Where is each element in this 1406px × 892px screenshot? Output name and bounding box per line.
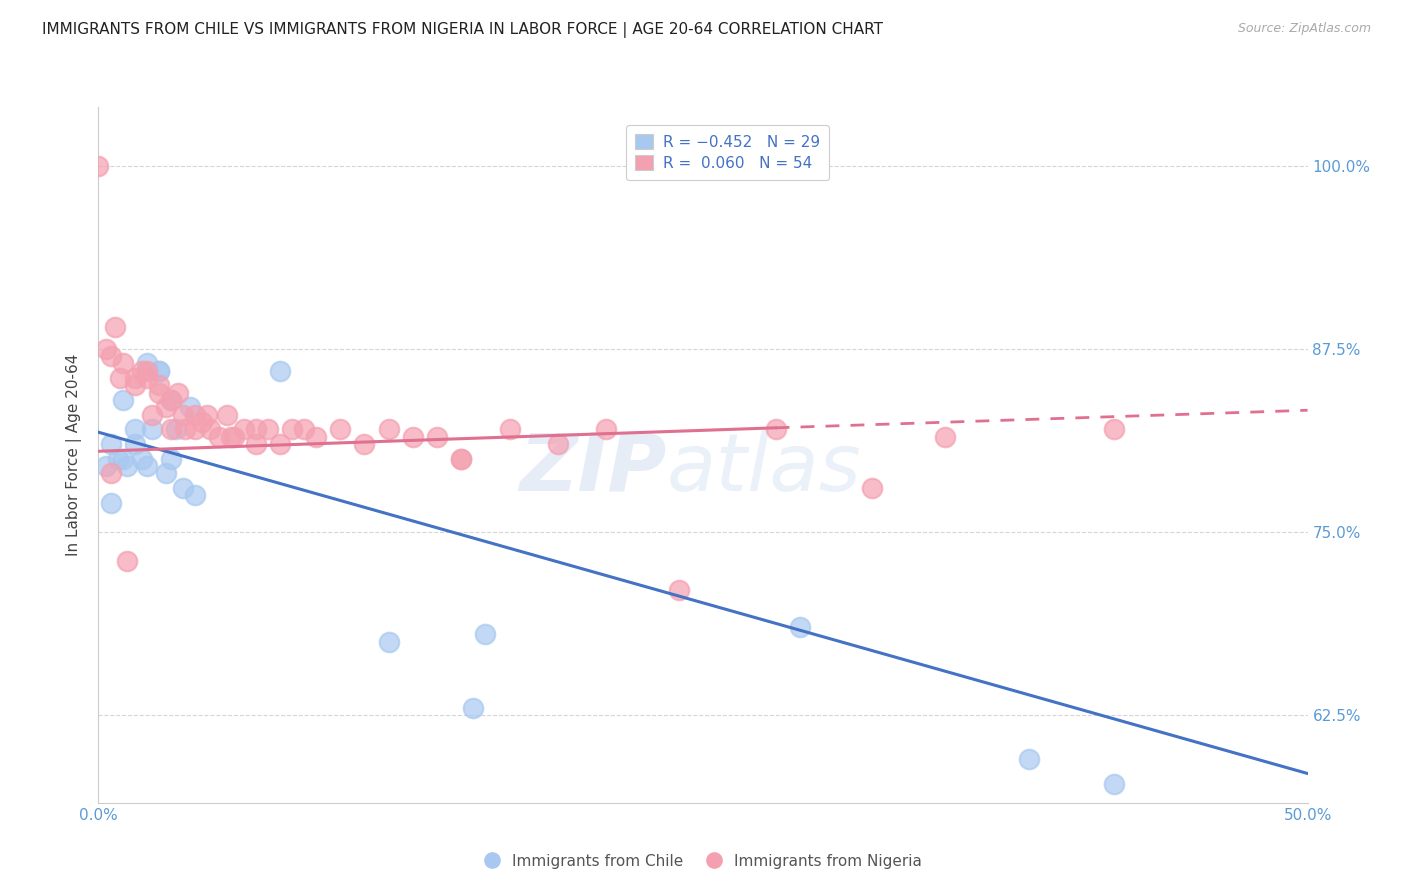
Text: ZIP: ZIP <box>519 430 666 508</box>
Point <box>765 422 787 436</box>
Point <box>100 437 122 451</box>
Point <box>172 408 194 422</box>
Point <box>547 437 569 451</box>
Text: Source: ZipAtlas.com: Source: ZipAtlas.com <box>1237 22 1371 36</box>
Point <box>595 422 617 436</box>
Point <box>184 488 207 502</box>
Point <box>172 481 194 495</box>
Point <box>474 627 496 641</box>
Point <box>377 422 399 436</box>
Point <box>111 451 134 466</box>
Point <box>450 451 472 466</box>
Point <box>668 583 690 598</box>
Point <box>135 458 157 473</box>
Point <box>426 429 449 443</box>
Point <box>124 371 146 385</box>
Point <box>184 408 207 422</box>
Y-axis label: In Labor Force | Age 20-64: In Labor Force | Age 20-64 <box>66 354 82 556</box>
Point <box>117 458 139 473</box>
Point <box>329 422 352 436</box>
Point <box>135 356 157 370</box>
Point <box>135 371 157 385</box>
Point <box>167 385 190 400</box>
Point <box>155 401 177 415</box>
Point <box>232 422 254 436</box>
Point <box>148 378 170 392</box>
Point <box>100 349 122 363</box>
Point <box>789 620 811 634</box>
Point <box>305 429 328 443</box>
Point <box>215 408 238 422</box>
Point <box>292 422 315 436</box>
Point <box>402 429 425 443</box>
Point <box>135 364 157 378</box>
Point <box>1018 752 1040 766</box>
Legend: Immigrants from Chile, Immigrants from Nigeria: Immigrants from Chile, Immigrants from N… <box>478 848 928 875</box>
Point <box>353 437 375 451</box>
Point <box>160 422 183 436</box>
Point <box>934 429 956 443</box>
Point <box>377 634 399 648</box>
Point <box>111 392 134 407</box>
Point <box>148 364 170 378</box>
Point <box>124 422 146 436</box>
Text: IMMIGRANTS FROM CHILE VS IMMIGRANTS FROM NIGERIA IN LABOR FORCE | AGE 20-64 CORR: IMMIGRANTS FROM CHILE VS IMMIGRANTS FROM… <box>42 22 883 38</box>
Point <box>107 451 129 466</box>
Point <box>131 364 153 378</box>
Point <box>94 342 117 356</box>
Point <box>155 467 177 481</box>
Point <box>179 401 201 415</box>
Point <box>117 554 139 568</box>
Point <box>94 458 117 473</box>
Point <box>160 392 183 407</box>
Point <box>1102 422 1125 436</box>
Point <box>191 415 214 429</box>
Point <box>208 429 231 443</box>
Point <box>245 422 267 436</box>
Point <box>195 408 218 422</box>
Point <box>463 700 485 714</box>
Point <box>124 378 146 392</box>
Point <box>108 371 131 385</box>
Point <box>450 451 472 466</box>
Point <box>148 364 170 378</box>
Point <box>222 429 245 443</box>
Point <box>141 408 163 422</box>
Point <box>198 422 221 436</box>
Point <box>131 451 153 466</box>
Point <box>1102 777 1125 791</box>
Point <box>281 422 304 436</box>
Point <box>860 481 883 495</box>
Point <box>100 467 122 481</box>
Point <box>141 422 163 436</box>
Point <box>256 422 278 436</box>
Point <box>124 437 146 451</box>
Point <box>148 385 170 400</box>
Point <box>104 319 127 334</box>
Point <box>174 422 197 436</box>
Point <box>184 422 207 436</box>
Point <box>165 422 187 436</box>
Point <box>269 437 291 451</box>
Text: atlas: atlas <box>666 430 862 508</box>
Point <box>221 429 243 443</box>
Point <box>269 364 291 378</box>
Point <box>111 356 134 370</box>
Point <box>498 422 520 436</box>
Point <box>160 392 183 407</box>
Point <box>245 437 267 451</box>
Point <box>100 495 122 509</box>
Point <box>87 159 110 173</box>
Point <box>160 451 183 466</box>
